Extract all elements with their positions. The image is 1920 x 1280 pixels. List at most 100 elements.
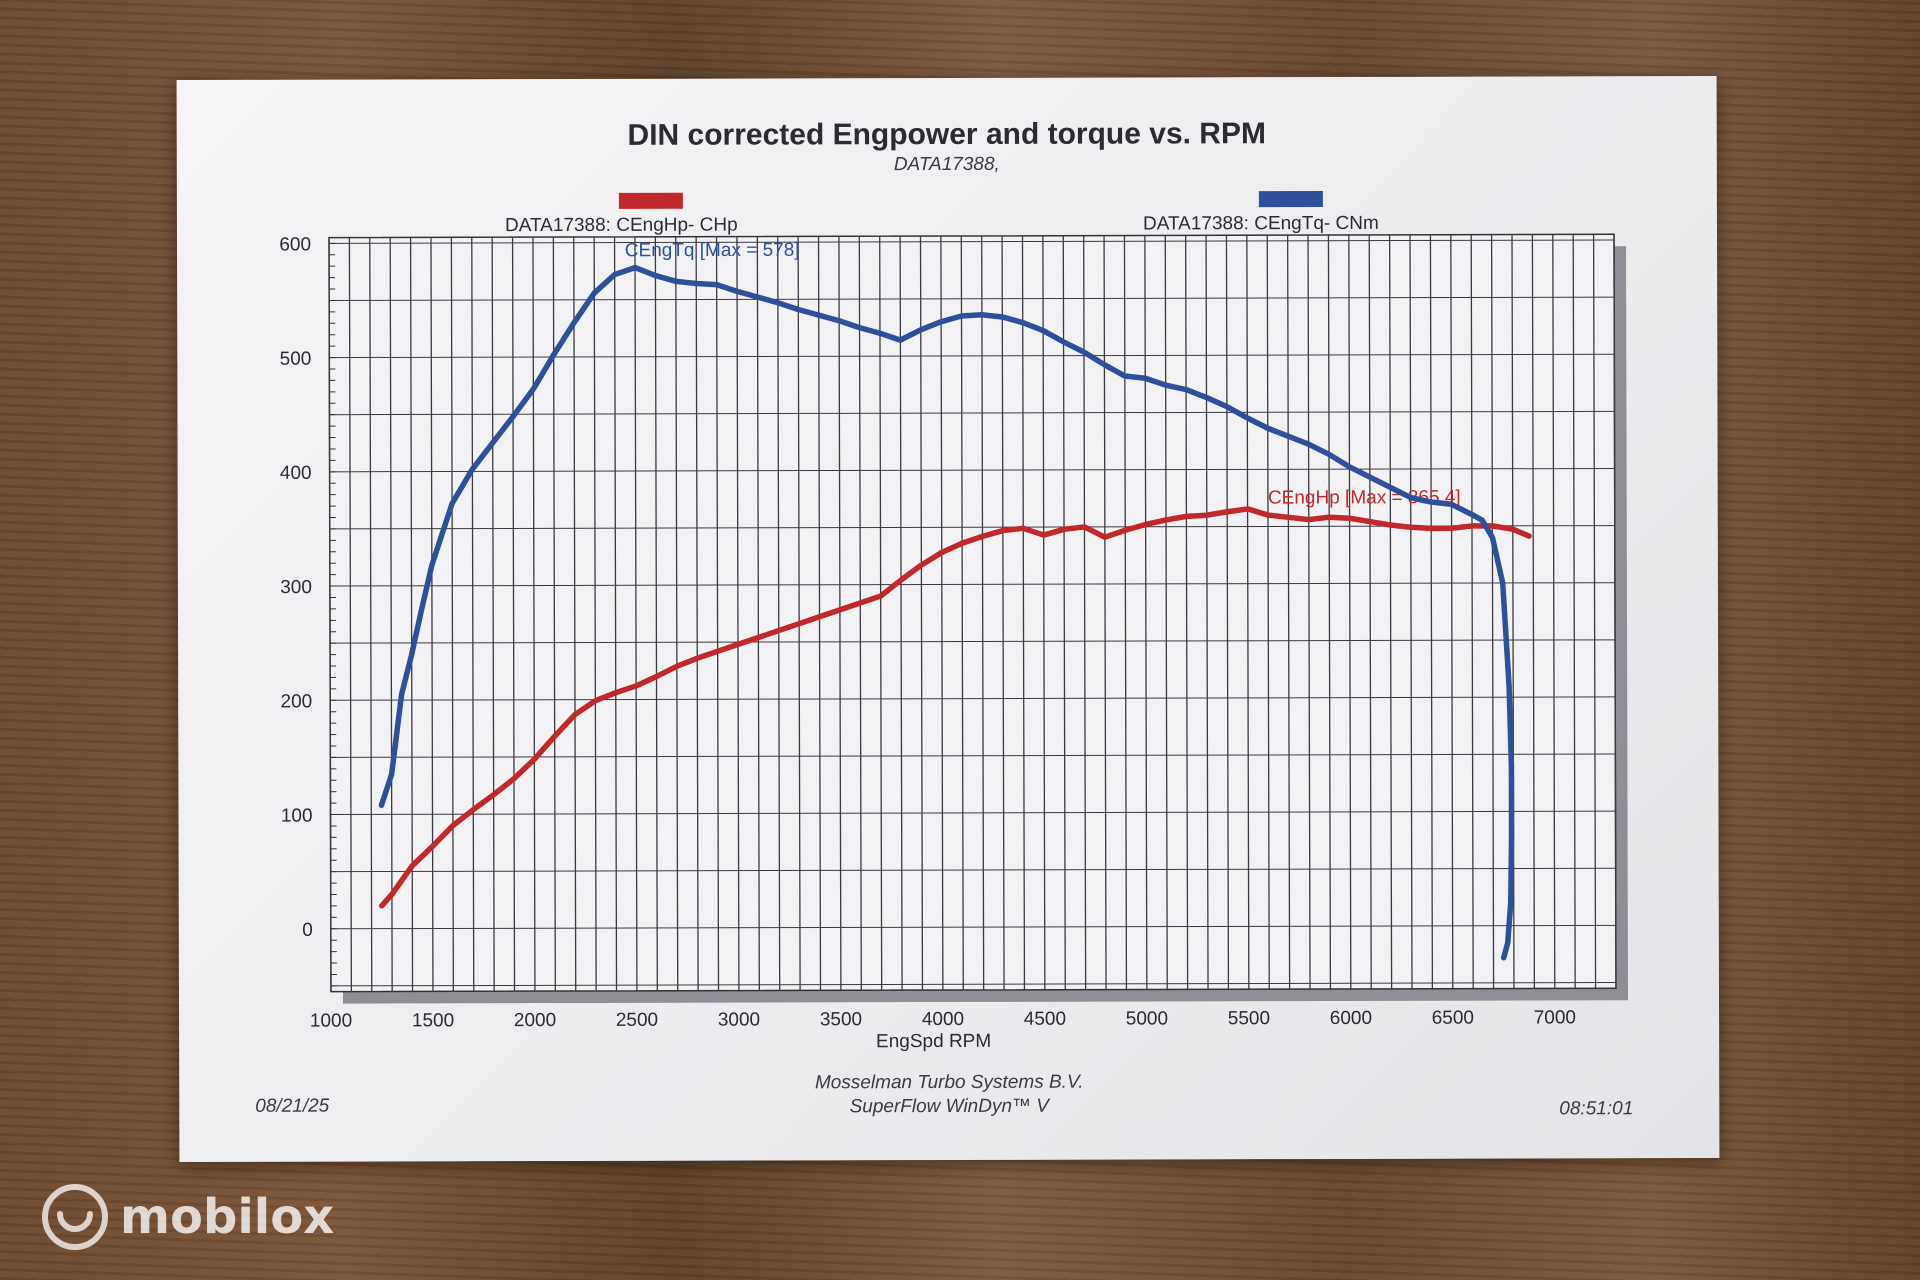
grid-line-vertical bbox=[328, 237, 332, 992]
x-tick-label: 6000 bbox=[1330, 1008, 1372, 1029]
grid-line-horizontal bbox=[330, 639, 1616, 644]
power-max-annotation: CEngHp [Max = 365.4] bbox=[1268, 487, 1461, 509]
y-tick-label: 500 bbox=[280, 349, 312, 370]
x-tick-label: 7000 bbox=[1534, 1007, 1576, 1028]
grid-line-vertical bbox=[940, 236, 944, 991]
x-tick-label: 3500 bbox=[820, 1009, 862, 1030]
grid-line-vertical bbox=[797, 236, 801, 991]
grid-line-vertical bbox=[532, 237, 536, 992]
x-tick-label: 5500 bbox=[1228, 1008, 1270, 1029]
power-curve-line bbox=[378, 506, 1532, 909]
grid-line-vertical bbox=[654, 236, 658, 991]
grid-line-horizontal bbox=[330, 753, 1616, 758]
grid-line-horizontal bbox=[329, 582, 1615, 587]
grid-line-vertical bbox=[511, 237, 516, 992]
grid-line-vertical bbox=[1246, 235, 1250, 990]
grid-line-vertical bbox=[1286, 235, 1291, 990]
grid-line-vertical bbox=[1185, 235, 1189, 990]
grid-line-vertical bbox=[1368, 234, 1372, 989]
grid-line-vertical bbox=[369, 237, 373, 992]
grid-line-vertical bbox=[1348, 234, 1352, 989]
grid-line-horizontal bbox=[330, 924, 1616, 930]
grid-line-horizontal bbox=[329, 353, 1615, 359]
dyno-printout: DIN corrected Engpower and torque vs. RP… bbox=[176, 75, 1720, 1163]
grid-line-vertical bbox=[348, 237, 353, 992]
torque-max-annotation: CEngTq [Max = 578] bbox=[625, 240, 800, 261]
x-tick-label: 4000 bbox=[922, 1009, 964, 1030]
grid-line-vertical bbox=[981, 235, 985, 990]
x-tick-label: 3000 bbox=[718, 1009, 760, 1030]
grid-line-horizontal bbox=[329, 296, 1615, 301]
grid-line-horizontal bbox=[330, 810, 1616, 816]
y-tick-label: 100 bbox=[281, 806, 313, 827]
grid-line-vertical bbox=[695, 236, 699, 991]
grid-line-vertical bbox=[879, 236, 883, 991]
grid-line-vertical bbox=[1021, 235, 1026, 990]
grid-line-horizontal bbox=[329, 239, 1615, 244]
grid-line-vertical bbox=[491, 237, 495, 992]
x-tick-label: 1000 bbox=[310, 1011, 352, 1032]
grid-line-vertical bbox=[613, 236, 618, 991]
dyno-chart: 0 100 200 300 400 500 600 1000 1500 2000 2500 3000 3… bbox=[279, 233, 1629, 1052]
grid-line-vertical bbox=[1409, 234, 1413, 989]
grid-line-vertical bbox=[675, 236, 679, 991]
x-tick-label: 6500 bbox=[1432, 1008, 1474, 1029]
footer-software: SuperFlow WinDyn™ V bbox=[849, 1095, 1049, 1118]
watermark-logo-icon bbox=[42, 1184, 108, 1250]
grid-line-vertical bbox=[756, 236, 760, 991]
grid-line-horizontal bbox=[330, 696, 1616, 701]
grid-line-vertical bbox=[634, 236, 638, 991]
grid-line-vertical bbox=[817, 236, 822, 991]
footer-company: Mosselman Turbo Systems B.V. bbox=[814, 1071, 1084, 1094]
torque-curve-line bbox=[378, 264, 1515, 961]
y-tick-label: 600 bbox=[279, 234, 311, 255]
x-tick-label: 2000 bbox=[514, 1010, 556, 1031]
grid-line-vertical bbox=[1266, 235, 1270, 990]
grid-line-vertical bbox=[1123, 235, 1128, 990]
grid-line-vertical bbox=[777, 236, 781, 991]
grid-line-vertical bbox=[1327, 235, 1332, 990]
grid-line-vertical bbox=[838, 236, 842, 991]
grid-line-horizontal bbox=[330, 982, 1616, 987]
grid-line-vertical bbox=[1613, 234, 1617, 989]
y-tick-label: 400 bbox=[280, 463, 312, 484]
y-tick-label: 0 bbox=[302, 920, 313, 941]
x-tick-label: 4500 bbox=[1024, 1009, 1066, 1030]
plot-area bbox=[328, 233, 1617, 993]
grid-line-vertical bbox=[1042, 235, 1046, 990]
grid-line-vertical bbox=[1531, 234, 1536, 989]
grid-line-vertical bbox=[960, 235, 964, 990]
grid-line-vertical bbox=[573, 236, 577, 991]
watermark-text: mobilox bbox=[120, 1189, 335, 1245]
grid-line-vertical bbox=[736, 236, 740, 991]
grid-line-vertical bbox=[858, 236, 862, 991]
grid-line-vertical bbox=[1470, 234, 1474, 989]
grid-line-vertical bbox=[430, 237, 434, 992]
grid-line-vertical bbox=[1225, 235, 1230, 990]
grid-line-vertical bbox=[1103, 235, 1107, 990]
grid-line-vertical bbox=[1307, 235, 1311, 990]
grid-line-vertical bbox=[1062, 235, 1066, 990]
grid-line-vertical bbox=[1552, 234, 1556, 989]
grid-line-vertical bbox=[389, 237, 393, 992]
grid-line-vertical bbox=[715, 236, 720, 991]
grid-line-horizontal bbox=[329, 410, 1615, 416]
x-tick-label: 2500 bbox=[616, 1010, 658, 1031]
grid-line-vertical bbox=[552, 237, 556, 992]
grid-line-vertical bbox=[1144, 235, 1148, 990]
grid-line-vertical bbox=[1388, 234, 1393, 989]
grid-line-vertical bbox=[919, 236, 924, 991]
grid-line-vertical bbox=[450, 237, 455, 992]
grid-line-vertical bbox=[1429, 234, 1434, 989]
grid-line-vertical bbox=[1450, 234, 1454, 989]
y-tick-label: 200 bbox=[280, 691, 312, 712]
grid-line-vertical bbox=[1490, 234, 1495, 989]
grid-line-vertical bbox=[1592, 234, 1597, 989]
watermark: mobilox bbox=[40, 1182, 334, 1252]
grid-line-vertical bbox=[593, 236, 597, 991]
grid-line-horizontal bbox=[329, 467, 1615, 473]
y-tick-label: 300 bbox=[280, 577, 312, 598]
grid-line-vertical bbox=[1572, 234, 1576, 989]
grid-line-vertical bbox=[471, 237, 475, 992]
grid-line-vertical bbox=[1001, 235, 1005, 990]
